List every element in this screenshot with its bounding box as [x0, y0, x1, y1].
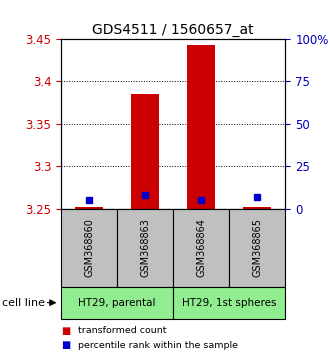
Text: transformed count: transformed count [78, 326, 166, 336]
Text: HT29, 1st spheres: HT29, 1st spheres [182, 298, 277, 308]
Text: cell line: cell line [2, 298, 45, 308]
Text: ■: ■ [61, 326, 70, 336]
Title: GDS4511 / 1560657_at: GDS4511 / 1560657_at [92, 23, 254, 36]
Bar [243, 207, 271, 209]
Text: percentile rank within the sample: percentile rank within the sample [78, 341, 238, 350]
Text: GSM368860: GSM368860 [84, 218, 94, 277]
Text: ■: ■ [61, 340, 70, 350]
Text: HT29, parental: HT29, parental [79, 298, 156, 308]
Bar [75, 207, 103, 209]
Bar [131, 94, 159, 209]
Text: GSM368863: GSM368863 [140, 218, 150, 277]
Text: GSM368865: GSM368865 [252, 218, 262, 277]
Bar [187, 45, 215, 209]
Text: GSM368864: GSM368864 [196, 218, 206, 277]
